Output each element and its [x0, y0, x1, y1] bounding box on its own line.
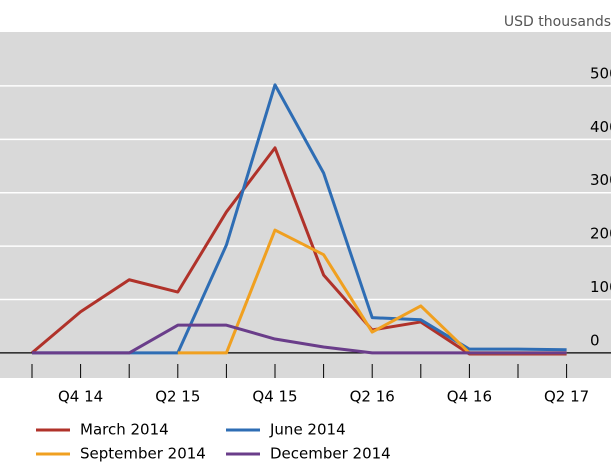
y-tick-label: 500: [590, 64, 611, 82]
x-tick-label: Q2 15: [155, 388, 200, 406]
line-series: [32, 323, 567, 355]
x-tick-label: Q4 16: [447, 388, 492, 406]
y-tick-label: 200: [590, 225, 611, 243]
x-tick-label: Q2 16: [350, 388, 395, 406]
y-tick-label: 300: [590, 171, 611, 189]
legend-label: March 2014: [80, 421, 169, 439]
legend-label: June 2014: [269, 421, 346, 439]
legend-label: September 2014: [80, 445, 206, 463]
y-tick-label: 400: [590, 118, 611, 136]
x-tick-label: Q4 14: [58, 388, 103, 406]
y-tick-label: 100: [590, 278, 611, 296]
y-tick-label: 0: [590, 331, 600, 349]
legend-label: December 2014: [270, 445, 391, 463]
x-tick-label: Q2 17: [544, 388, 589, 406]
plot-background: [0, 32, 611, 378]
x-tick-label: Q4 15: [252, 388, 297, 406]
unit-label: USD thousands: [504, 14, 611, 30]
